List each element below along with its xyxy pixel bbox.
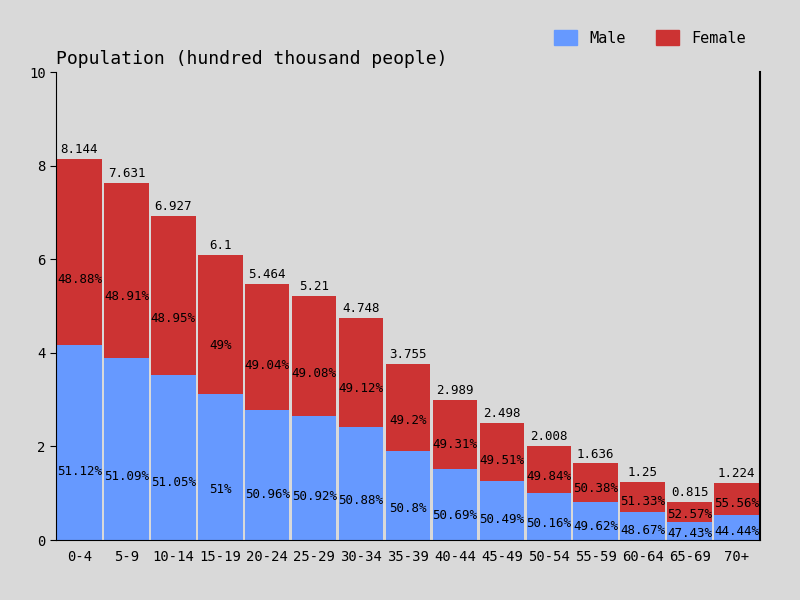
Bar xyxy=(526,493,571,540)
Bar xyxy=(57,159,102,345)
Text: 51%: 51% xyxy=(209,482,231,496)
Text: 52.57%: 52.57% xyxy=(667,508,712,521)
Bar xyxy=(245,410,290,540)
Text: 6.1: 6.1 xyxy=(209,239,231,252)
Text: 51.05%: 51.05% xyxy=(151,476,196,488)
Bar xyxy=(151,374,196,540)
Text: 48.88%: 48.88% xyxy=(57,274,102,286)
Text: 48.91%: 48.91% xyxy=(104,290,149,303)
Text: 5.464: 5.464 xyxy=(249,268,286,281)
Text: Population (hundred thousand people): Population (hundred thousand people) xyxy=(56,50,447,68)
Text: 3.755: 3.755 xyxy=(390,349,426,361)
Bar xyxy=(386,451,430,540)
Text: 49.62%: 49.62% xyxy=(574,520,618,533)
Text: 49.2%: 49.2% xyxy=(390,414,426,427)
Bar xyxy=(433,469,478,540)
Text: 48.67%: 48.67% xyxy=(620,524,665,536)
Text: 50.49%: 50.49% xyxy=(479,513,524,526)
Text: 44.44%: 44.44% xyxy=(714,524,759,538)
Bar xyxy=(57,345,102,540)
Bar xyxy=(292,296,337,416)
Bar xyxy=(104,358,149,540)
Bar xyxy=(526,446,571,493)
Text: 2.008: 2.008 xyxy=(530,430,567,443)
Text: 1.25: 1.25 xyxy=(628,466,658,479)
Text: 50.88%: 50.88% xyxy=(338,494,383,507)
Text: 0.815: 0.815 xyxy=(671,486,708,499)
Text: 5.21: 5.21 xyxy=(299,280,329,293)
Text: 49.12%: 49.12% xyxy=(338,382,383,395)
Bar xyxy=(433,400,478,469)
Text: 50.96%: 50.96% xyxy=(245,488,290,501)
Bar xyxy=(292,416,337,540)
Text: 1.636: 1.636 xyxy=(577,448,614,461)
Text: 50.8%: 50.8% xyxy=(390,502,426,515)
Bar xyxy=(151,216,196,374)
Bar xyxy=(338,427,383,540)
Text: 4.748: 4.748 xyxy=(342,302,380,315)
Text: 50.38%: 50.38% xyxy=(574,482,618,495)
Bar xyxy=(198,394,242,540)
Text: 49%: 49% xyxy=(209,339,231,352)
Legend: Male, Female: Male, Female xyxy=(548,23,752,52)
Bar xyxy=(104,183,149,358)
Bar xyxy=(667,522,712,540)
Text: 50.69%: 50.69% xyxy=(433,509,478,521)
Text: 7.631: 7.631 xyxy=(108,167,145,180)
Text: 51.33%: 51.33% xyxy=(620,494,665,508)
Bar xyxy=(620,481,665,512)
Text: 49.04%: 49.04% xyxy=(245,359,290,372)
Text: 48.95%: 48.95% xyxy=(151,313,196,325)
Text: 2.989: 2.989 xyxy=(436,385,474,397)
Bar xyxy=(198,254,242,394)
Text: 2.498: 2.498 xyxy=(483,407,521,420)
Bar xyxy=(574,463,618,502)
Text: 6.927: 6.927 xyxy=(154,200,192,213)
Text: 55.56%: 55.56% xyxy=(714,497,759,510)
Bar xyxy=(338,318,383,427)
Bar xyxy=(574,502,618,540)
Text: 50.16%: 50.16% xyxy=(526,517,571,530)
Text: 49.51%: 49.51% xyxy=(479,454,524,467)
Text: 51.12%: 51.12% xyxy=(57,466,102,478)
Bar xyxy=(479,423,524,481)
Text: 50.92%: 50.92% xyxy=(292,490,337,503)
Text: 49.31%: 49.31% xyxy=(433,439,478,451)
Bar xyxy=(620,512,665,540)
Bar xyxy=(714,483,759,515)
Text: 8.144: 8.144 xyxy=(61,143,98,156)
Text: 1.224: 1.224 xyxy=(718,467,755,480)
Bar xyxy=(386,364,430,451)
Bar xyxy=(245,284,290,410)
Text: 49.08%: 49.08% xyxy=(292,367,337,380)
Text: 47.43%: 47.43% xyxy=(667,527,712,540)
Text: 49.84%: 49.84% xyxy=(526,470,571,483)
Bar xyxy=(479,481,524,540)
Text: 51.09%: 51.09% xyxy=(104,470,149,482)
Bar xyxy=(667,502,712,522)
Bar xyxy=(714,515,759,540)
